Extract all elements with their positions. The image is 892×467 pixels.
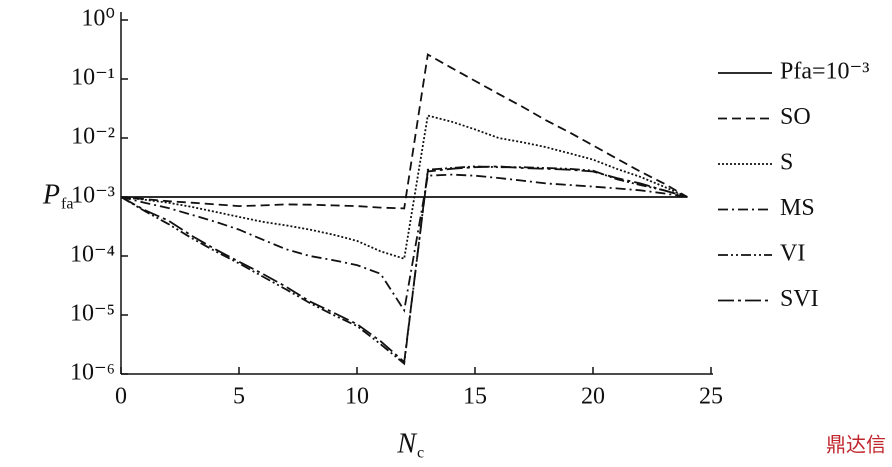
watermark: 鼎达信 <box>826 433 886 457</box>
y-axis-label-subscript: fa <box>61 196 73 213</box>
x-tick-label: 20 <box>581 384 605 410</box>
legend-label: VI <box>780 241 805 267</box>
y-tick-label: 10⁻⁵ <box>70 301 115 327</box>
x-axis-label-subscript: c <box>417 445 424 462</box>
x-tick-label: 10 <box>345 384 369 410</box>
series-line <box>120 165 688 366</box>
y-tick-label: 10⁰ <box>81 6 115 32</box>
y-tick-label: 10⁻⁴ <box>70 242 115 268</box>
x-tick-label: 5 <box>233 384 245 410</box>
series-line <box>120 165 688 364</box>
y-tick-label: 10⁻² <box>71 124 115 150</box>
legend-label: SO <box>780 104 811 130</box>
x-tick-label: 25 <box>699 384 723 410</box>
legend-label: S <box>780 150 793 176</box>
series-line <box>120 173 688 313</box>
series-line <box>120 53 688 210</box>
y-tick-label: 10⁻⁶ <box>70 360 115 386</box>
legend-label: MS <box>780 195 815 221</box>
legend-label: SVI <box>780 286 819 312</box>
x-tick-label: 15 <box>463 384 487 410</box>
x-tick-label: 0 <box>115 384 127 410</box>
y-tick-label: 10⁻¹ <box>71 65 115 91</box>
y-tick-label: 10⁻³ <box>71 183 115 209</box>
legend-label: Pfa=10⁻³ <box>780 59 869 85</box>
y-axis-label: P <box>42 179 60 210</box>
x-axis-label: N <box>396 428 417 459</box>
